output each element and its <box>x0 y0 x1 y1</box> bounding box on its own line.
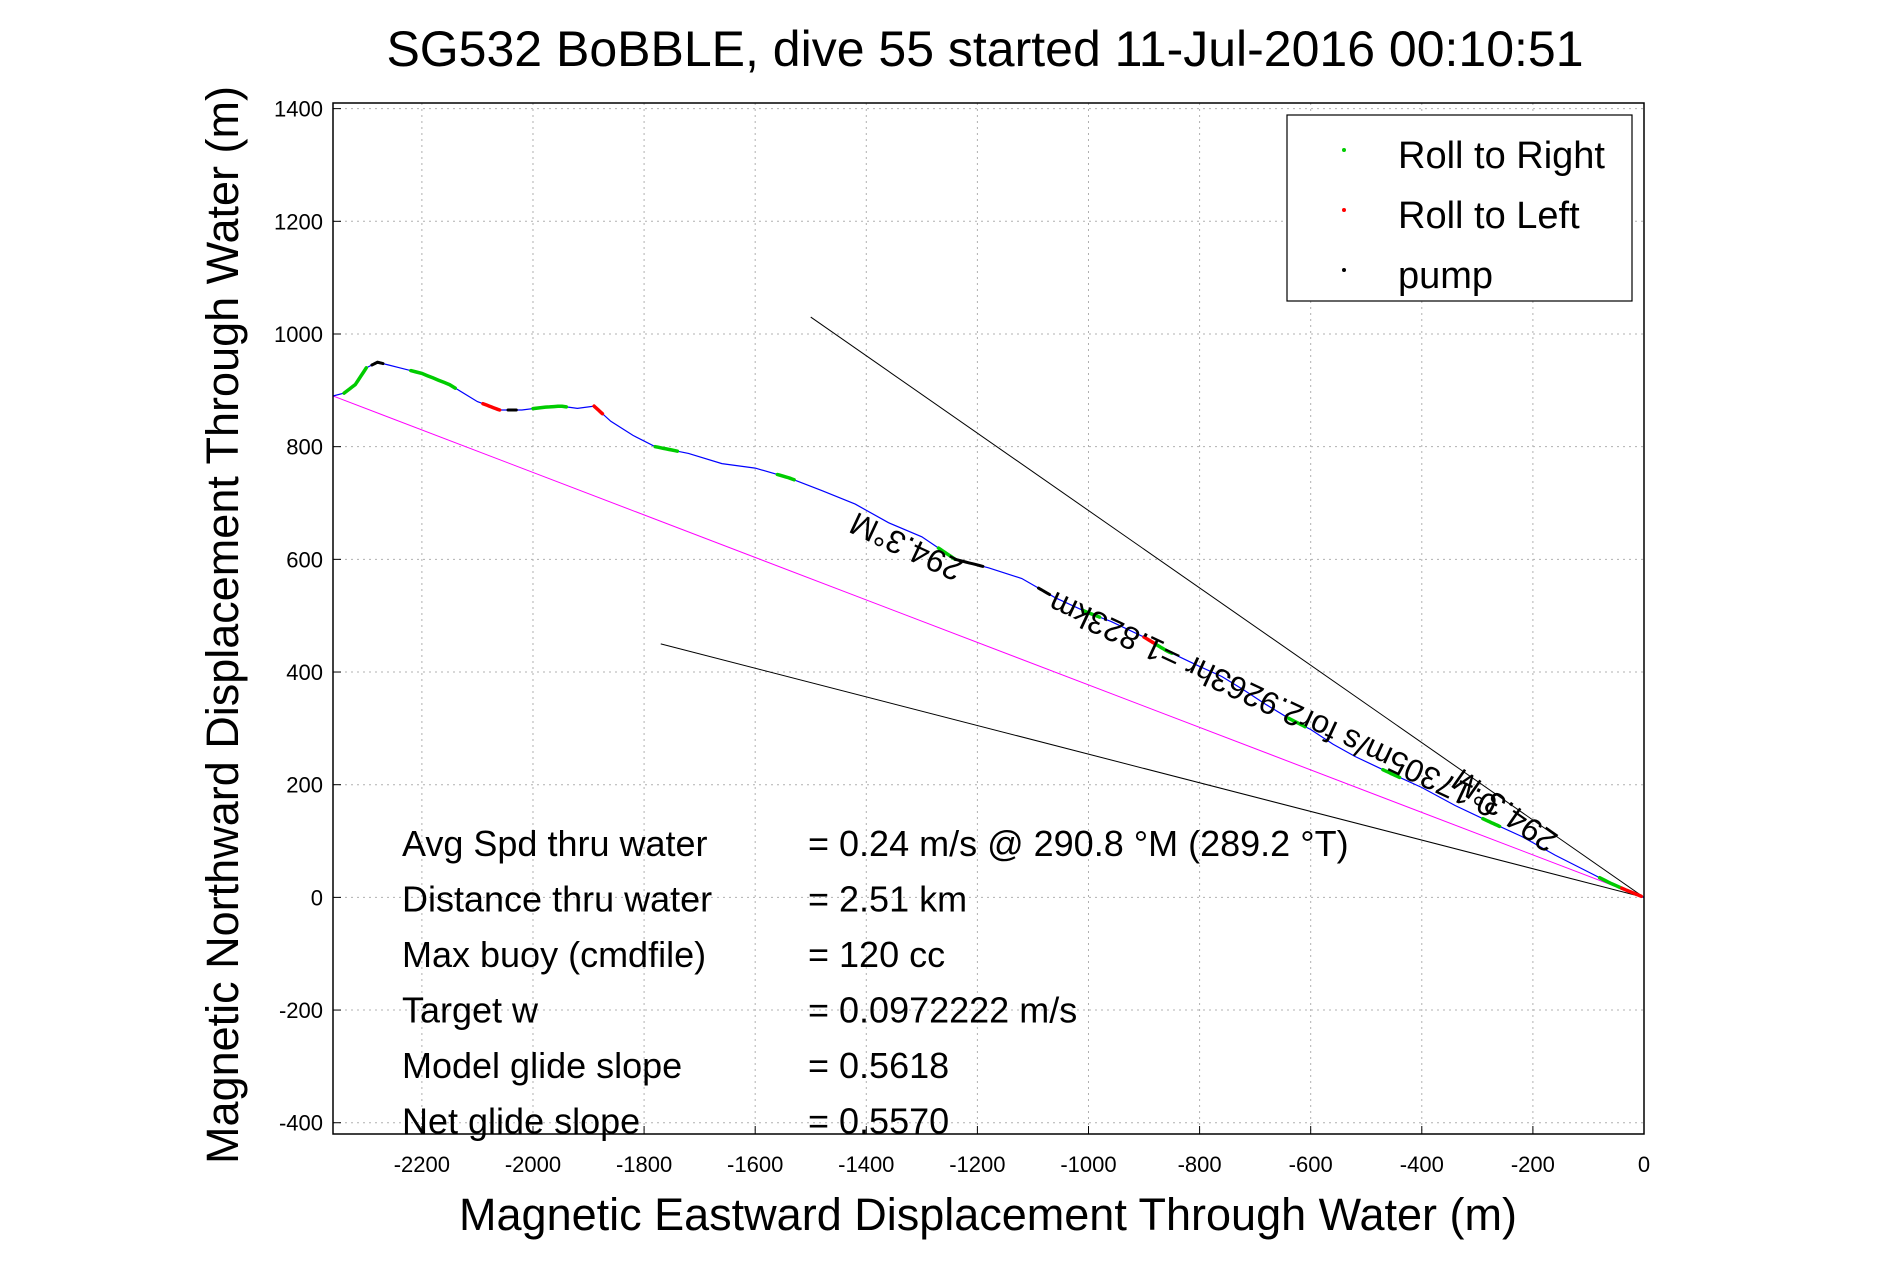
y-tick-label: 0 <box>311 885 323 910</box>
stats-block: Avg Spd thru water = 0.24 m/s @ 290.8 °M … <box>402 823 1349 1142</box>
legend-label: Roll to Right <box>1398 135 1605 177</box>
y-tick-label: 1000 <box>274 322 323 347</box>
legend-label: Roll to Left <box>1398 195 1580 237</box>
y-tick-label: -400 <box>279 1111 323 1136</box>
x-tick-label: 0 <box>1638 1152 1650 1177</box>
stat-label: Model glide slope <box>402 1045 682 1086</box>
x-tick-label: -1200 <box>949 1152 1005 1177</box>
x-tick-label: -2200 <box>394 1152 450 1177</box>
x-tick-label: -1600 <box>727 1152 783 1177</box>
legend: Roll to Right Roll to Left pump <box>1286 114 1633 302</box>
stat-value: = 120 cc <box>808 934 945 975</box>
chart-title: SG532 BoBBLE, dive 55 started 11-Jul-201… <box>386 21 1583 77</box>
axis-ticks: -2200 -2000 -1800 -1600 -1400 -1200 -1000 -800-… <box>274 97 1650 1177</box>
roll-right-segment <box>936 546 957 562</box>
y-axis-label: Magnetic Northward Displacement Through … <box>197 86 248 1164</box>
x-tick-label: -400 <box>1400 1152 1444 1177</box>
x-tick-label: -1000 <box>1060 1152 1116 1177</box>
pump-segment <box>953 557 985 568</box>
stat-label: Target w <box>402 990 539 1031</box>
stat-value: = 0.5618 <box>808 1045 949 1086</box>
stat-value: = 0.5570 <box>808 1101 949 1142</box>
stat-label: Max buoy (cmdfile) <box>402 934 706 975</box>
roll-right-segment <box>409 368 457 390</box>
roll-right-segment <box>1481 816 1502 829</box>
y-tick-label: 600 <box>286 547 323 572</box>
pump-segment <box>370 360 385 367</box>
x-tick-label: -2000 <box>505 1152 561 1177</box>
x-tick-label: -800 <box>1178 1152 1222 1177</box>
y-tick-label: 400 <box>286 660 323 685</box>
y-tick-label: 200 <box>286 773 323 798</box>
stat-label: Net glide slope <box>402 1101 640 1142</box>
roll-right-segment <box>531 404 569 411</box>
heading-line <box>660 643 1645 898</box>
stat-value: = 0.0972222 m/s <box>808 990 1077 1031</box>
legend-marker <box>1342 148 1346 152</box>
stat-value: = 0.24 m/s @ 290.8 °M (289.2 °T) <box>808 823 1349 864</box>
roll-right-segment <box>342 366 369 395</box>
y-tick-label: 800 <box>286 435 323 460</box>
y-tick-label: -200 <box>279 998 323 1023</box>
legend-label: pump <box>1398 255 1493 297</box>
roll-left-segment <box>481 401 502 412</box>
y-tick-label: 1400 <box>274 97 323 122</box>
x-axis-label: Magnetic Eastward Displacement Through W… <box>459 1189 1517 1240</box>
stat-label: Distance thru water <box>402 879 712 920</box>
roll-left-segment <box>1620 886 1643 899</box>
x-tick-label: -1800 <box>616 1152 672 1177</box>
roll-right-segment <box>1081 608 1102 619</box>
roll-right-segment <box>1153 642 1174 655</box>
x-tick-label: -600 <box>1289 1152 1333 1177</box>
roll-left-segment <box>1142 635 1157 646</box>
roll-left-segment <box>592 404 605 416</box>
roll-right-segment <box>775 472 796 482</box>
heading-line <box>810 316 1645 898</box>
stat-label: Avg Spd thru water <box>402 823 708 864</box>
data-marks <box>332 316 1645 899</box>
roll-right-segment <box>653 444 680 453</box>
x-tick-label: -200 <box>1511 1152 1555 1177</box>
pump-segment <box>1037 586 1052 596</box>
roll-right-segment <box>1597 875 1624 890</box>
roll-right-segment <box>1381 767 1402 780</box>
stat-value: = 2.51 km <box>808 879 967 920</box>
legend-marker <box>1342 208 1346 212</box>
x-tick-label: -1400 <box>838 1152 894 1177</box>
roll-right-segment <box>1286 716 1307 729</box>
plot-frame <box>332 102 1645 1135</box>
fit-line <box>332 395 1645 898</box>
y-tick-label: 1200 <box>274 209 323 234</box>
legend-marker <box>1342 268 1346 272</box>
